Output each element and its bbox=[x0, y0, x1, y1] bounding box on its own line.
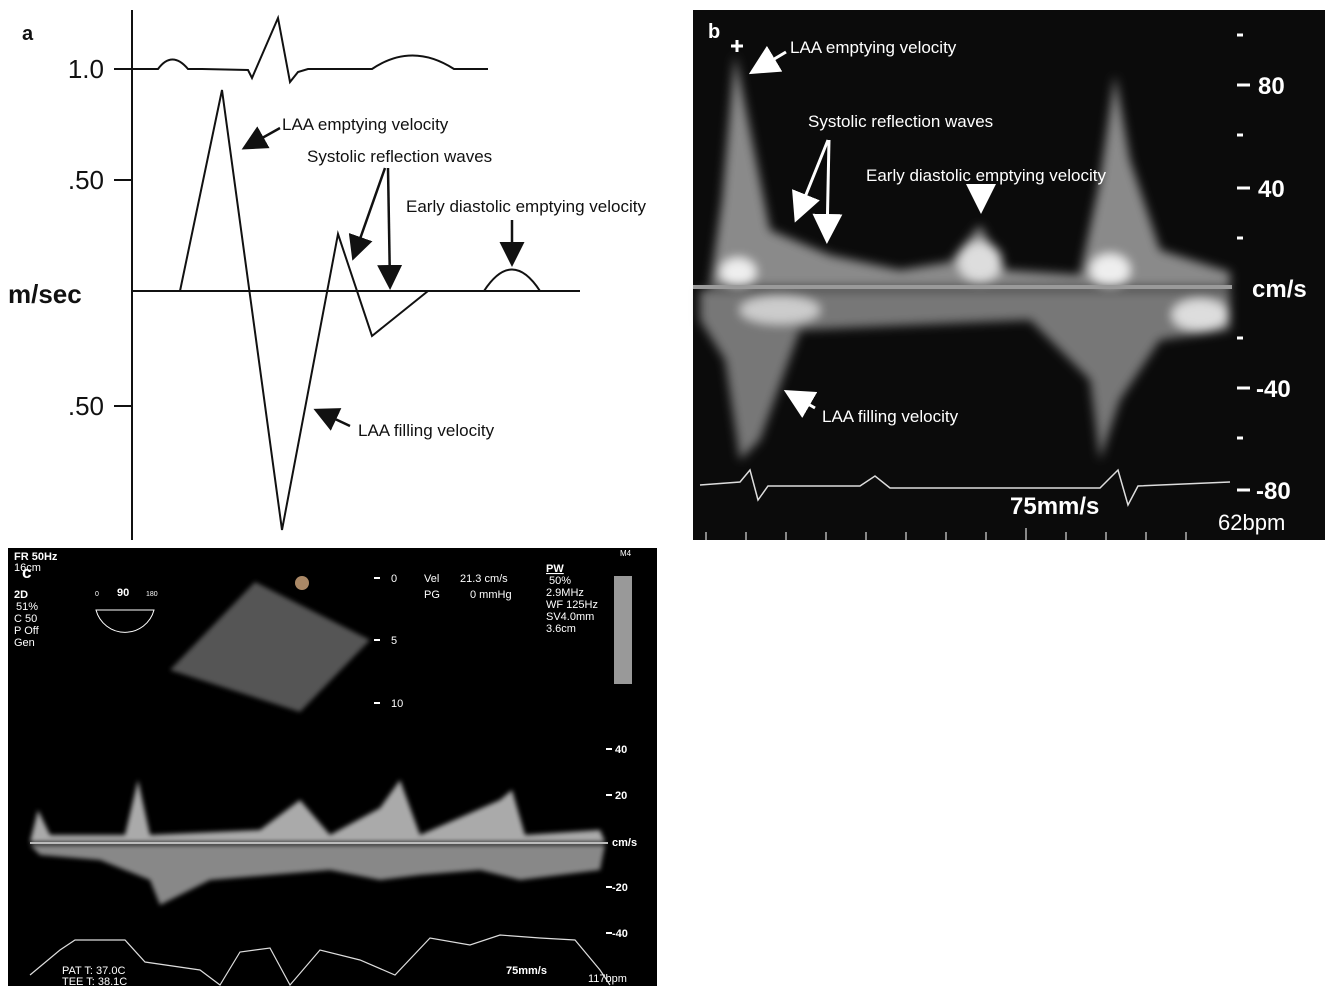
heart-rate: 117bpm bbox=[588, 973, 627, 985]
annotation: LAA filling velocity bbox=[822, 407, 959, 426]
sweep-speed: 75mm/s bbox=[506, 965, 547, 977]
setting: 2.9MHz bbox=[546, 587, 584, 599]
scale-label: 40 bbox=[615, 744, 627, 756]
scale-label: 80 bbox=[1258, 73, 1285, 100]
sweep-speed: 75mm/s bbox=[1010, 493, 1099, 520]
setting: Gen bbox=[14, 637, 35, 649]
sector-label: 90 bbox=[117, 587, 129, 599]
setting: WF 125Hz bbox=[546, 599, 598, 611]
annotation: LAA filling velocity bbox=[358, 421, 495, 440]
scale-label: 40 bbox=[1258, 176, 1285, 203]
annotation: LAA emptying velocity bbox=[282, 115, 449, 134]
indicator bbox=[295, 576, 309, 590]
depth-label: 10 bbox=[391, 698, 403, 710]
gray-map bbox=[614, 576, 632, 684]
temperature: TEE T: 38.1C bbox=[62, 976, 127, 986]
arrow bbox=[318, 411, 350, 426]
panel-a: a 1.0 .50 m/sec .50 LAA emptying velocit… bbox=[8, 10, 646, 540]
scale-label: -40 bbox=[1256, 376, 1291, 403]
panel-c: c FR 50Hz 16cm 2D 51% C 50 P Off Gen 0 9… bbox=[8, 548, 657, 986]
setting: 51% bbox=[16, 601, 38, 613]
heart-rate: 62bpm bbox=[1218, 510, 1285, 535]
map-label: M4 bbox=[620, 549, 632, 558]
setting: 2D bbox=[14, 589, 28, 601]
measurement: Vel bbox=[424, 573, 439, 585]
measurement: PG bbox=[424, 589, 440, 601]
measurement: 0 mmHg bbox=[470, 589, 512, 601]
annotation: Systolic reflection waves bbox=[307, 147, 492, 166]
scale-label: 20 bbox=[615, 790, 627, 802]
y-label: .50 bbox=[68, 391, 104, 421]
scale-label: cm/s bbox=[612, 837, 637, 849]
depth-label: 0 bbox=[391, 573, 397, 585]
sector-label: 180 bbox=[146, 591, 158, 598]
sector-label: 0 bbox=[95, 591, 99, 598]
setting: PW bbox=[546, 563, 564, 575]
panel-label: a bbox=[22, 23, 34, 45]
panel-label: b bbox=[708, 21, 720, 43]
figure: a 1.0 .50 m/sec .50 LAA emptying velocit… bbox=[0, 0, 1325, 986]
measurement: 21.3 cm/s bbox=[460, 573, 508, 585]
setting: P Off bbox=[14, 625, 40, 637]
page: {"panel_a": {"label": "a", "y_labels": [… bbox=[0, 0, 1325, 986]
arrow bbox=[354, 168, 385, 256]
setting: C 50 bbox=[14, 613, 37, 625]
annotation: Systolic reflection waves bbox=[808, 112, 993, 131]
setting: 50% bbox=[549, 575, 571, 587]
ecg-trace bbox=[132, 18, 488, 82]
annotation: Early diastolic emptying velocity bbox=[406, 197, 646, 216]
panel-b: b 80 40 cm/s -40 -80 75mm/s 62bpm LAA em… bbox=[693, 10, 1325, 540]
diastolic-dome bbox=[484, 270, 540, 292]
depth-label: 5 bbox=[391, 635, 397, 647]
scale-label: -20 bbox=[612, 882, 628, 894]
scale-label: cm/s bbox=[1252, 276, 1307, 303]
setting: 3.6cm bbox=[546, 623, 576, 635]
axis-label: m/sec bbox=[8, 279, 82, 309]
arrow bbox=[827, 140, 829, 238]
annotation: LAA emptying velocity bbox=[790, 38, 957, 57]
arrow bbox=[388, 168, 390, 285]
y-label: .50 bbox=[68, 165, 104, 195]
arrow bbox=[246, 128, 280, 147]
scale-label: -40 bbox=[612, 928, 628, 940]
y-label: 1.0 bbox=[68, 54, 104, 84]
setting: 16cm bbox=[14, 562, 41, 574]
annotation: Early diastolic emptying velocity bbox=[866, 166, 1106, 185]
setting: SV4.0mm bbox=[546, 611, 594, 623]
scale-label: -80 bbox=[1256, 478, 1291, 505]
